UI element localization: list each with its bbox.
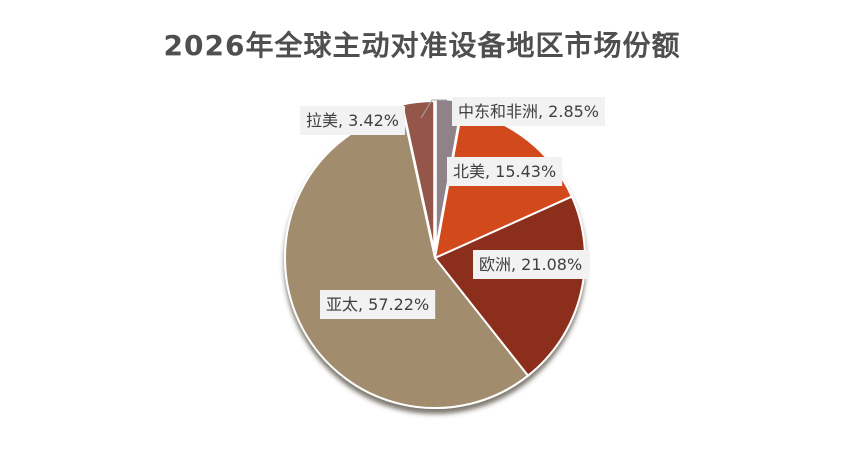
data-label-text-3: 欧洲, 21.08% bbox=[479, 255, 582, 274]
data-label-5: 拉美, 3.42% bbox=[300, 106, 406, 135]
data-label-text-2: 北美, 15.43% bbox=[453, 162, 556, 181]
data-label-text-5: 拉美, 3.42% bbox=[306, 111, 399, 130]
pie-slice-4 bbox=[284, 110, 530, 409]
data-label-text-1: 中东和非洲, 2.85% bbox=[458, 102, 599, 121]
data-label-2: 北美, 15.43% bbox=[447, 157, 563, 186]
leader-line-1 bbox=[420, 99, 447, 119]
data-label-text-4: 亚太, 57.22% bbox=[326, 295, 429, 314]
chart-title: 2026年全球主动对准设备地区市场份额 bbox=[163, 29, 681, 62]
data-label-4: 亚太, 57.22% bbox=[320, 290, 436, 319]
data-label-1: 中东和非洲, 2.85% bbox=[452, 97, 606, 126]
pie-slice-3 bbox=[433, 195, 586, 378]
pie-slice-5 bbox=[401, 100, 436, 252]
data-label-3: 欧洲, 21.08% bbox=[473, 250, 589, 279]
